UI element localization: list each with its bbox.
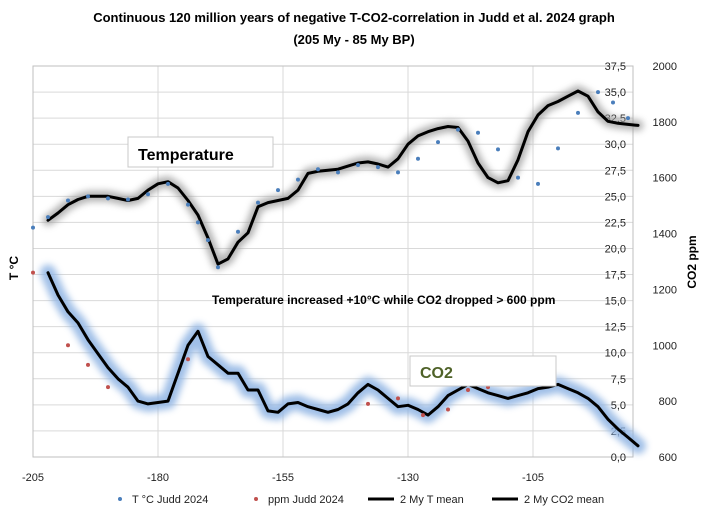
legend: T °C Judd 2024 ppm Judd 2024 2 My T mean 2 … <box>118 494 604 506</box>
co2-point <box>446 407 450 412</box>
temperature-point <box>256 200 260 205</box>
temperature-point <box>626 116 630 121</box>
temperature-point <box>596 90 600 95</box>
y-right-tick-label: 600 <box>659 452 677 464</box>
co2-point <box>106 385 110 390</box>
y-left-tick-label: 25,0 <box>605 191 626 203</box>
temperature-point <box>416 156 420 161</box>
temperature-point <box>66 198 70 203</box>
x-tick-label: -180 <box>147 472 169 484</box>
y-left-tick-label: 15,0 <box>605 296 626 308</box>
legend-label: ppm Judd 2024 <box>268 494 344 506</box>
temperature-point <box>186 202 190 207</box>
temperature-point <box>316 167 320 172</box>
temperature-label-box <box>127 136 274 168</box>
chart-subtitle: (205 My - 85 My BP) <box>293 32 414 47</box>
co2-mean-line <box>46 271 640 448</box>
legend-item-temperature-mean: 2 My T mean <box>368 494 464 506</box>
x-tick-label: -205 <box>22 472 44 484</box>
co2-point <box>421 413 425 418</box>
co2-point <box>396 396 400 401</box>
temperature-point <box>146 192 150 197</box>
temperature-point <box>476 130 480 135</box>
temperature-mean-line <box>46 89 640 266</box>
temperature-point <box>31 225 35 230</box>
gridlines <box>32 65 633 458</box>
y-right-tick-label: 1800 <box>653 117 677 129</box>
temperature-point <box>106 196 110 201</box>
legend-label: 2 My CO2 mean <box>524 494 604 506</box>
temperature-point <box>206 238 210 243</box>
temperature-point <box>236 229 240 234</box>
legend-marker <box>118 497 122 501</box>
series-layer <box>31 85 646 454</box>
temperature-point <box>46 215 50 220</box>
y-left-tick-label: 22,5 <box>605 217 626 229</box>
y-left-tick-label: 10,0 <box>605 348 626 360</box>
x-tick-label: -105 <box>522 472 544 484</box>
temperature-point <box>396 170 400 175</box>
y-left-tick-label: 35,0 <box>605 87 626 99</box>
x-tick-label: -155 <box>272 472 294 484</box>
temperature-point <box>126 197 130 202</box>
co2-point <box>186 357 190 362</box>
legend-label: 2 My T mean <box>400 494 464 506</box>
y-left-tick-label: 27,5 <box>605 165 626 177</box>
chart-title: Continuous 120 million years of negative… <box>93 10 615 25</box>
co2-label: CO2 <box>420 365 453 382</box>
y-left-tick-label: 17,5 <box>605 270 626 282</box>
temperature-point <box>276 188 280 193</box>
y-left-tick-label: 5,0 <box>611 400 626 412</box>
co2-point <box>31 270 35 275</box>
temperature-point <box>166 181 170 186</box>
co2-point <box>66 343 70 348</box>
temperature-point <box>376 165 380 170</box>
legend-marker <box>254 497 258 501</box>
y-right-tick-label: 800 <box>659 396 677 408</box>
y-axis-left-title: T °C <box>7 256 21 280</box>
co2-point <box>86 362 90 367</box>
y-left-tick-label: 30,0 <box>605 139 626 151</box>
y-right-tick-label: 1200 <box>653 284 677 296</box>
y-right-tick-label: 2000 <box>653 61 677 73</box>
x-axis: -205 -180 -155 -130 -105 <box>22 472 544 484</box>
plot-area <box>32 65 634 458</box>
co2-label-box <box>409 355 557 387</box>
co2-point <box>366 401 370 406</box>
temperature-point <box>576 110 580 115</box>
y-left-tick-label: 20,0 <box>605 243 626 255</box>
temperature-point <box>536 181 540 186</box>
y-axis-right-title: CO2 ppm <box>685 235 699 288</box>
temperature-point <box>216 265 220 270</box>
annotation-note: Temperature increased +10°C while CO2 dr… <box>212 293 555 307</box>
temperature-point <box>356 163 360 168</box>
x-tick-label: -130 <box>397 472 419 484</box>
temperature-point <box>196 220 200 225</box>
y-left-tick-label: 0,0 <box>611 452 626 464</box>
y-right-tick-label: 1000 <box>653 340 677 352</box>
temperature-point <box>496 147 500 152</box>
temperature-point <box>336 170 340 175</box>
legend-item-co2-points: ppm Judd 2024 <box>254 494 344 506</box>
y-left-tick-label: 7,5 <box>611 374 626 386</box>
temperature-point <box>296 177 300 182</box>
temperature-point <box>611 100 615 105</box>
temperature-point <box>516 175 520 180</box>
temperature-point <box>436 140 440 145</box>
temperature-point <box>556 146 560 151</box>
y-right-tick-label: 1600 <box>653 173 677 185</box>
y-axis-right: 600 800 1000 1200 1400 1600 1800 2000 <box>653 61 677 464</box>
temperature-label: Temperature <box>138 147 234 164</box>
legend-item-temperature-points: T °C Judd 2024 <box>118 494 208 506</box>
y-left-tick-label: 12,5 <box>605 322 626 334</box>
co2-point <box>466 387 470 392</box>
legend-item-co2-mean: 2 My CO2 mean <box>492 494 604 506</box>
temperature-point <box>456 127 460 132</box>
temperature-mean-glow <box>42 85 644 270</box>
temperature-point <box>86 194 90 199</box>
y-right-tick-label: 1400 <box>653 229 677 241</box>
y-left-tick-label: 37,5 <box>605 61 626 73</box>
legend-label: T °C Judd 2024 <box>132 494 208 506</box>
